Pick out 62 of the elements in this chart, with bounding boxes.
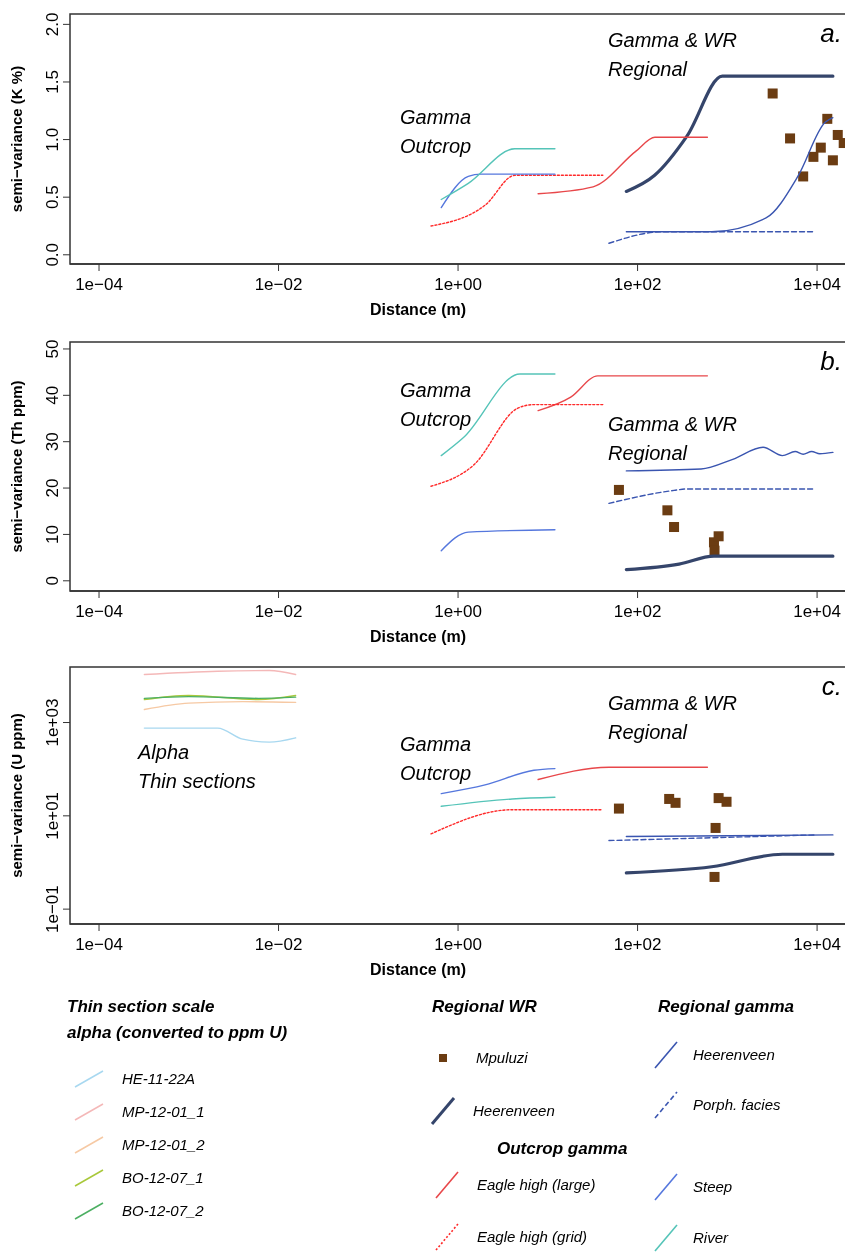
annotation: Gamma & WR Regional [608,413,737,464]
y-axis-title: semi−variance (K %) [8,65,25,213]
text: Regional WR [432,997,538,1016]
legend-label: Eagle high (grid) [477,1228,588,1245]
y-tick-label: 1.5 [43,70,62,94]
legend-label: Heerenveen [693,1046,775,1063]
legend-label: BO-12-07_2 [122,1202,205,1219]
y-tick-label: 1e+01 [43,791,62,840]
annotation: Gamma Outcrop [400,379,472,430]
legend-label: River [693,1229,730,1246]
legend-label: Porph. facies [693,1096,782,1113]
x-tick-label: 1e+02 [613,935,662,954]
x-axis-title: Distance (m) [369,301,467,318]
x-tick-label: 1e+04 [793,935,841,954]
y-axis-title: semi−variance (Th ppm) [8,380,25,553]
x-tick-label: 1e−02 [254,935,303,954]
y-tick-label: 40 [43,385,62,405]
text: Thin section scale alpha (converted to ppm U) [67,997,288,1042]
text: Regional gamma [658,997,795,1016]
x-tick-label: 1e−02 [254,275,303,294]
y-tick-label: 0.0 [43,242,62,267]
x-axis-title: Distance (m) [369,628,467,645]
annotation: Gamma Outcrop [400,733,472,784]
annotation: Gamma & WR Regional [608,692,737,743]
annotation: c. [821,671,842,701]
legend-label: HE-11-22A [122,1070,196,1087]
annotation: Alpha Thin sections [137,741,256,792]
x-tick-label: 1e−04 [75,275,123,294]
legend-label: Steep [693,1178,733,1195]
y-tick-label: 10 [43,524,62,544]
x-tick-label: 1e+00 [434,602,482,621]
y-tick-label: 1e+03 [43,698,62,747]
annotation: a. [820,18,842,48]
y-tick-label: 1.0 [43,127,62,152]
x-tick-label: 1e+00 [434,275,482,294]
y-tick-label: 2.0 [43,12,62,37]
x-tick-label: 1e+02 [613,602,662,621]
x-axis-title: Distance (m) [369,961,467,978]
y-axis-title: semi−variance (U ppm) [8,713,25,878]
x-tick-label: 1e−02 [254,602,303,621]
x-tick-label: 1e+00 [434,935,482,954]
legend-label: MP-12-01_1 [122,1103,205,1120]
x-tick-label: 1e+04 [793,275,841,294]
x-tick-label: 1e+02 [613,275,662,294]
y-tick-label: 0.5 [43,185,62,209]
y-tick-label: 1e−01 [43,885,62,933]
y-tick-label: 0 [43,576,62,586]
x-tick-label: 1e−04 [75,602,123,621]
text: Outcrop gamma [497,1139,628,1158]
annotation: Gamma Outcrop [400,106,472,157]
legend-label: Mpuluzi [476,1049,529,1066]
y-tick-label: 20 [43,478,62,498]
x-tick-label: 1e−04 [75,935,123,954]
y-tick-label: 30 [43,432,62,452]
legend-label: Eagle high (large) [477,1176,596,1193]
y-tick-label: 50 [43,339,62,359]
legend-label: MP-12-01_2 [122,1136,206,1153]
x-tick-label: 1e+04 [793,602,841,621]
annotation: Gamma & WR Regional [608,29,737,80]
annotation: b. [820,346,842,376]
legend-label: BO-12-07_1 [122,1169,204,1186]
legend-label: Heerenveen [473,1102,555,1119]
